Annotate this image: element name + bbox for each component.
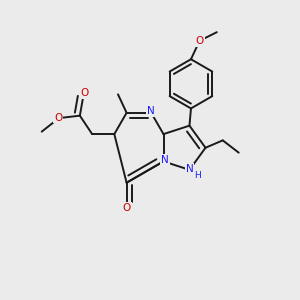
Text: H: H: [194, 171, 201, 180]
Text: N: N: [161, 155, 169, 165]
Text: O: O: [122, 203, 131, 213]
Text: O: O: [80, 88, 88, 98]
Text: O: O: [195, 36, 204, 46]
Text: N: N: [147, 106, 155, 116]
Text: N: N: [186, 164, 193, 174]
Text: O: O: [54, 112, 62, 122]
